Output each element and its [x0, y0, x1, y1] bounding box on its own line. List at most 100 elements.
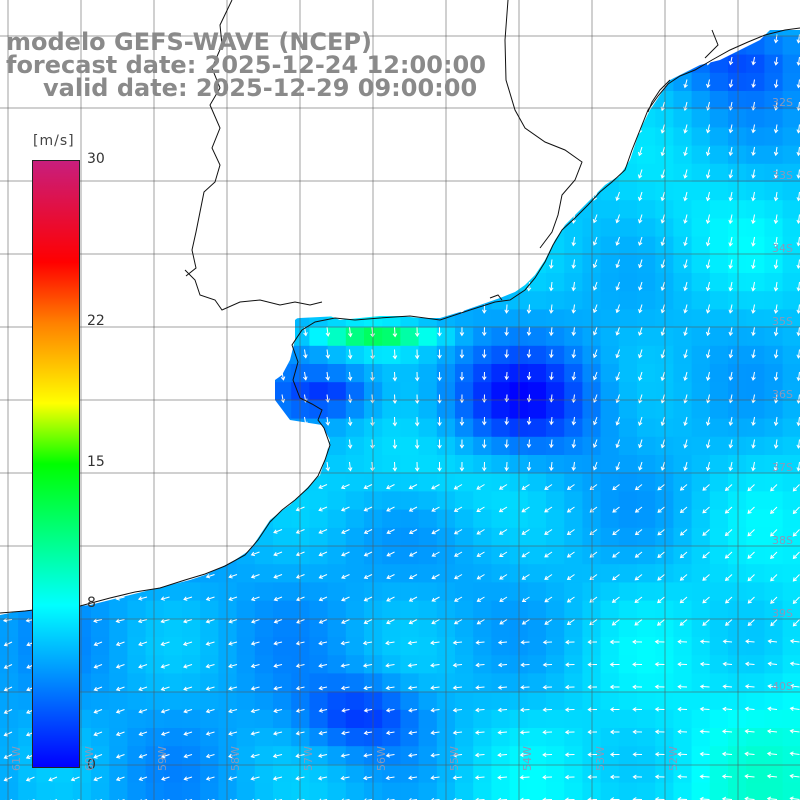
wind-arrow: [789, 638, 800, 644]
wind-arrow: [318, 506, 328, 512]
wind-speed-cell: [109, 764, 128, 784]
wind-arrow: [657, 551, 665, 559]
wind-speed-cell: [291, 637, 310, 656]
wind-arrow: [340, 775, 350, 781]
wind-speed-cell: [345, 400, 365, 420]
wind-speed-cell: [309, 600, 329, 620]
wind-arrow: [363, 708, 373, 713]
wind-speed-cell: [782, 509, 800, 529]
wind-arrow: [728, 236, 733, 247]
wind-arrow: [766, 773, 778, 779]
wind-arrow: [295, 551, 305, 557]
wind-speed-cell: [782, 54, 800, 74]
wind-arrow: [592, 281, 598, 291]
wind-arrow: [679, 506, 688, 514]
wind-speed-cell: [673, 91, 693, 110]
wind-arrow: [702, 506, 710, 514]
wind-speed-cell: [673, 382, 693, 401]
wind-speed-cell: [728, 327, 747, 347]
wind-arrow: [476, 484, 485, 490]
wind-arrow: [571, 236, 576, 247]
wind-arrow: [183, 753, 193, 759]
wind-speed-cell: [273, 600, 292, 620]
wind-speed-cell: [382, 436, 401, 456]
wind-speed-cell: [491, 600, 511, 620]
wind-speed-cell: [746, 655, 765, 674]
wind-speed-cell: [273, 746, 292, 765]
wind-arrow: [660, 259, 666, 269]
wind-speed-cell: [746, 618, 765, 638]
wind-speed-cell: [291, 400, 310, 420]
wind-speed-cell: [600, 746, 620, 765]
wind-speed-cell: [564, 746, 583, 765]
wind-speed-cell: [564, 273, 583, 292]
wind-arrow: [638, 349, 643, 359]
wind-speed-cell: [473, 309, 492, 329]
wind-arrow: [544, 551, 553, 558]
wind-speed-cell: [782, 36, 800, 56]
wind-arrow: [137, 596, 148, 601]
wind-speed-cell: [546, 327, 565, 347]
wind-arrow: [453, 596, 463, 602]
wind-speed-cell: [455, 782, 474, 800]
wind-speed-cell: [546, 509, 565, 529]
wind-speed-cell: [127, 600, 147, 620]
wind-speed-cell: [709, 218, 729, 238]
wind-speed-cell: [691, 436, 711, 456]
wind-arrow: [728, 371, 734, 381]
wind-speed-cell: [254, 564, 274, 583]
wind-arrow: [549, 349, 554, 359]
wind-speed-cell: [291, 709, 310, 729]
wind-speed-cell: [728, 691, 747, 711]
wind-speed-cell: [145, 728, 165, 747]
wind-speed-cell: [309, 491, 329, 511]
wind-arrow: [542, 729, 553, 735]
wind-speed-cell: [764, 91, 784, 110]
wind-arrow: [317, 753, 328, 758]
wind-speed-cell: [91, 691, 110, 711]
wind-speed-cell: [236, 582, 256, 602]
wind-arrow: [476, 551, 485, 557]
wind-arrow: [414, 461, 420, 472]
wind-speed-cell: [273, 382, 292, 401]
wind-arrow: [115, 709, 125, 714]
wind-speed-cell: [382, 709, 401, 729]
wind-speed-cell: [728, 109, 747, 128]
wind-speed-cell: [309, 327, 329, 347]
wind-arrow: [654, 706, 665, 712]
wind-arrow: [634, 596, 643, 603]
wind-speed-cell: [145, 691, 165, 711]
wind-speed-cell: [182, 709, 201, 729]
wind-speed-cell: [782, 728, 800, 747]
wind-speed-cell: [182, 764, 201, 784]
wind-speed-cell: [618, 455, 638, 474]
wind-arrow: [638, 259, 643, 269]
wind-speed-cell: [218, 600, 238, 620]
wind-arrow: [587, 729, 598, 735]
wind-arrow: [453, 529, 463, 535]
wind-arrow: [660, 236, 666, 247]
wind-arrow: [385, 663, 395, 668]
wind-speed-cell: [382, 782, 401, 800]
wind-speed-cell: [236, 673, 256, 693]
wind-arrow: [459, 349, 465, 359]
wind-arrow: [504, 371, 510, 381]
wind-speed-cell: [746, 509, 765, 529]
wind-arrow: [751, 236, 756, 247]
wind-speed-cell: [618, 600, 638, 620]
land-mass: [0, 0, 800, 615]
wind-speed-cell: [782, 582, 800, 602]
wind-speed-cell: [491, 582, 511, 602]
wind-speed-cell: [764, 200, 784, 219]
wind-speed-cell: [691, 582, 711, 602]
wind-arrow: [138, 776, 148, 781]
wind-speed-cell: [782, 455, 800, 474]
wind-arrow: [481, 416, 487, 426]
wind-arrow: [773, 371, 779, 382]
wind-arrow: [728, 79, 734, 88]
wind-arrow: [414, 349, 420, 360]
wind-speed-cell: [309, 746, 329, 765]
wind-speed-cell: [618, 345, 638, 365]
wind-arrow: [504, 461, 509, 472]
wind-speed-cell: [618, 546, 638, 565]
